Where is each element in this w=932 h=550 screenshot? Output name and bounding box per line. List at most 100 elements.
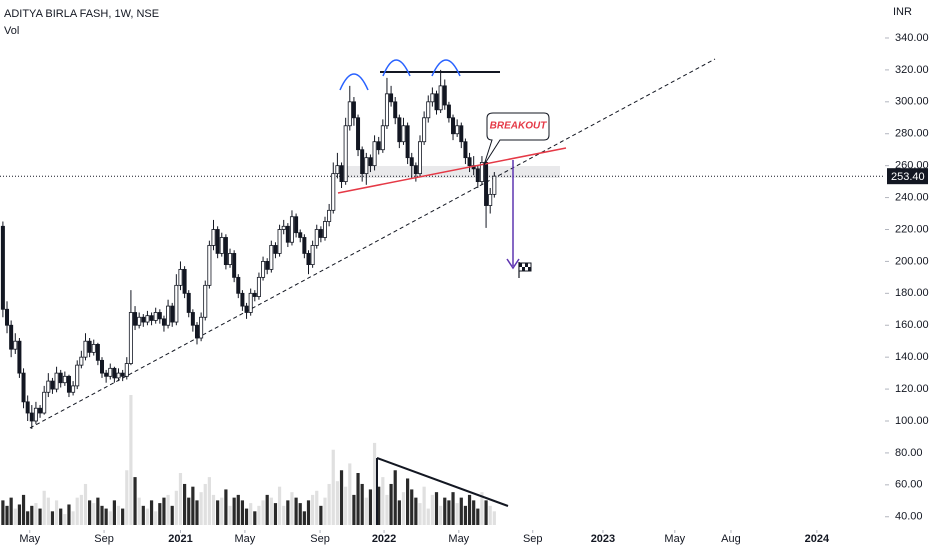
candle-body [417, 141, 422, 175]
candle-body [244, 305, 249, 313]
y-tick-label: 160.00 [895, 319, 929, 331]
volume-bar [439, 505, 443, 525]
candle-body [463, 141, 468, 159]
candle-body [104, 372, 109, 377]
volume-bar [277, 486, 282, 525]
candle-body [157, 312, 162, 320]
volume-bar [253, 511, 257, 525]
x-tick-label: May [448, 533, 469, 545]
candle-body [261, 261, 266, 278]
candle-body [87, 340, 92, 353]
candle-body [467, 157, 472, 167]
candle-body [100, 359, 105, 374]
volume-bar [121, 508, 125, 525]
candle-body [124, 363, 129, 377]
candle-body [459, 125, 464, 143]
candle-body [310, 245, 315, 266]
axis-layer: 40.00 60.00 80.00 100.00 120.00 140.00 160.00 1… [19, 32, 928, 545]
candle-body [141, 316, 146, 323]
candle-body [0, 225, 5, 310]
y-tick-label: 120.00 [895, 383, 929, 395]
candle-body [194, 324, 199, 339]
volume-bar [447, 500, 451, 525]
volume-bar [92, 503, 96, 525]
y-tick-label: 80.00 [895, 447, 923, 459]
volume-bar [129, 395, 133, 525]
volume-bar [339, 470, 344, 525]
candle-body [475, 168, 480, 183]
candle-body [451, 117, 456, 135]
volume-bar [182, 483, 187, 525]
volume-bar [240, 500, 245, 525]
x-tick-label: Sep [523, 533, 543, 545]
candle-body [327, 209, 332, 222]
volume-bar [381, 477, 385, 525]
volume-bar [397, 500, 401, 525]
volume-bar [88, 500, 92, 525]
candle-body [79, 356, 84, 366]
candle-body [153, 312, 158, 321]
candle-body [161, 318, 166, 326]
candle-body [409, 157, 414, 167]
candle-body [120, 372, 125, 377]
volume-bar [463, 505, 468, 525]
volume-bar [54, 500, 59, 525]
candle-body [13, 340, 18, 350]
y-tick-label: 100.00 [895, 415, 929, 427]
volume-bar [26, 511, 30, 525]
volume-bar [34, 503, 38, 525]
candle-body [178, 268, 183, 286]
candle-body [384, 93, 389, 127]
volume-bar [108, 511, 112, 525]
x-tick-label: 2024 [805, 533, 830, 545]
y-tick-label: 240.00 [895, 191, 929, 203]
candle-body [186, 292, 191, 313]
candle-body [281, 225, 286, 230]
volume-bar [145, 508, 150, 525]
volume-bar [63, 514, 67, 525]
candle-body [62, 375, 67, 384]
volume-bar [422, 486, 426, 525]
volume-bar [187, 497, 191, 525]
candle-body [182, 268, 187, 294]
candle-body [223, 237, 228, 266]
volume-bar [348, 463, 352, 525]
volume-bar [368, 489, 373, 525]
volume-bar [50, 511, 55, 525]
last-price-box [887, 168, 928, 185]
volume-bar [467, 494, 472, 525]
volume-bar [389, 483, 393, 525]
volume-bar [178, 473, 183, 525]
candle-body [351, 101, 356, 119]
volume-bar [315, 490, 319, 525]
volume-bar [244, 508, 249, 525]
candle-body [149, 315, 154, 321]
volume-bar [83, 483, 88, 525]
volume-bar [261, 500, 265, 525]
volume-bar [319, 505, 323, 525]
volume-bar [472, 500, 476, 525]
candle-body [108, 367, 113, 377]
volume-bar [30, 505, 34, 525]
volume-bar [273, 503, 278, 525]
candle-body [356, 117, 361, 151]
candle-body [50, 380, 55, 390]
volume-bar [352, 494, 356, 525]
candle-body [166, 305, 171, 326]
candle-body [273, 245, 278, 254]
candle-body [190, 312, 195, 326]
volume-bar [372, 442, 377, 525]
candle-body [422, 117, 427, 143]
volume-trend [376, 457, 509, 507]
volume-bar [385, 494, 389, 525]
volume-bar [410, 489, 414, 525]
volume-bar [426, 508, 430, 525]
candle-body [29, 412, 34, 422]
candle-body [298, 232, 303, 238]
resistance-zone [340, 166, 560, 178]
y-tick-label: 220.00 [895, 223, 929, 235]
volume-bar [191, 486, 195, 525]
chart-title: ADITYA BIRLA FASH, 1W, NSE [4, 8, 159, 20]
volume-bar [104, 508, 108, 525]
neckline [337, 147, 567, 194]
